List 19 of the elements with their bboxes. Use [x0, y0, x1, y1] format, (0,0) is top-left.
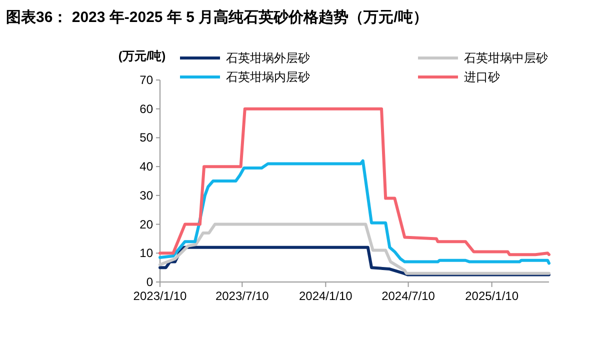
x-tick-label: 2025/1/10: [465, 289, 519, 303]
y-tick-label: 10: [140, 246, 154, 260]
y-tick-label: 30: [140, 188, 154, 202]
legend-label: 石英坩埚内层砂: [226, 70, 310, 84]
chart-title: 图表36： 2023 年-2025 年 5 月高纯石英砂价格趋势（万元/吨）: [6, 8, 428, 26]
x-tick-label: 2024/7/10: [382, 289, 436, 303]
y-axis-title: (万元/吨): [118, 49, 166, 63]
y-tick-label: 0: [146, 275, 154, 289]
y-tick-label: 50: [140, 130, 154, 145]
legend-label: 石英坩埚中层砂: [464, 51, 548, 65]
y-tick-label: 20: [140, 217, 154, 232]
y-tick-label: 60: [140, 102, 154, 116]
y-tick-label: 70: [140, 73, 154, 87]
y-tick-label: 40: [140, 160, 154, 174]
x-tick-label: 2023/7/10: [215, 289, 270, 303]
x-tick-label: 2023/1/10: [133, 289, 188, 303]
legend-label: 石英坩埚外层砂: [226, 51, 310, 65]
x-tick-label: 2024/1/10: [298, 289, 353, 303]
legend-label: 进口砂: [464, 70, 500, 84]
